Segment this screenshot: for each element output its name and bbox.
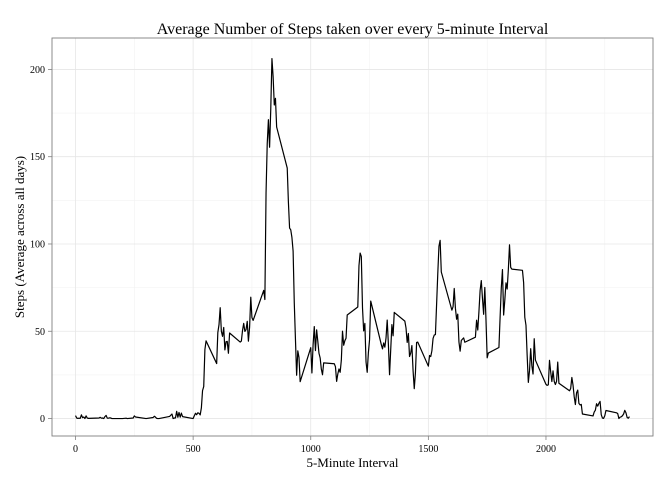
- x-tick-label: 2000: [536, 444, 556, 455]
- y-tick-label: 100: [30, 239, 45, 250]
- minor-gridlines: [52, 38, 653, 436]
- axis-tick-labels: 0 500 1000 1500 2000 0 50 100 150 200: [30, 65, 556, 455]
- x-axis-label: 5-Minute Interval: [306, 455, 398, 470]
- plot-panel-border: [51, 37, 654, 437]
- x-tick-label: 1000: [301, 444, 321, 455]
- y-tick-label: 0: [40, 414, 45, 425]
- y-tick-label: 150: [30, 152, 45, 163]
- series-layer: [74, 58, 630, 420]
- y-tick-label: 200: [30, 65, 45, 76]
- x-tick-label: 500: [186, 444, 201, 455]
- series-line: [74, 58, 630, 420]
- axis-ticks: [48, 69, 547, 440]
- chart-title: Average Number of Steps taken over every…: [157, 21, 549, 38]
- major-gridlines: [52, 38, 653, 436]
- x-tick-label: 0: [73, 444, 78, 455]
- x-tick-label: 1500: [418, 444, 438, 455]
- y-tick-label: 50: [35, 327, 45, 338]
- y-axis-label: Steps (Average across all days): [12, 156, 27, 318]
